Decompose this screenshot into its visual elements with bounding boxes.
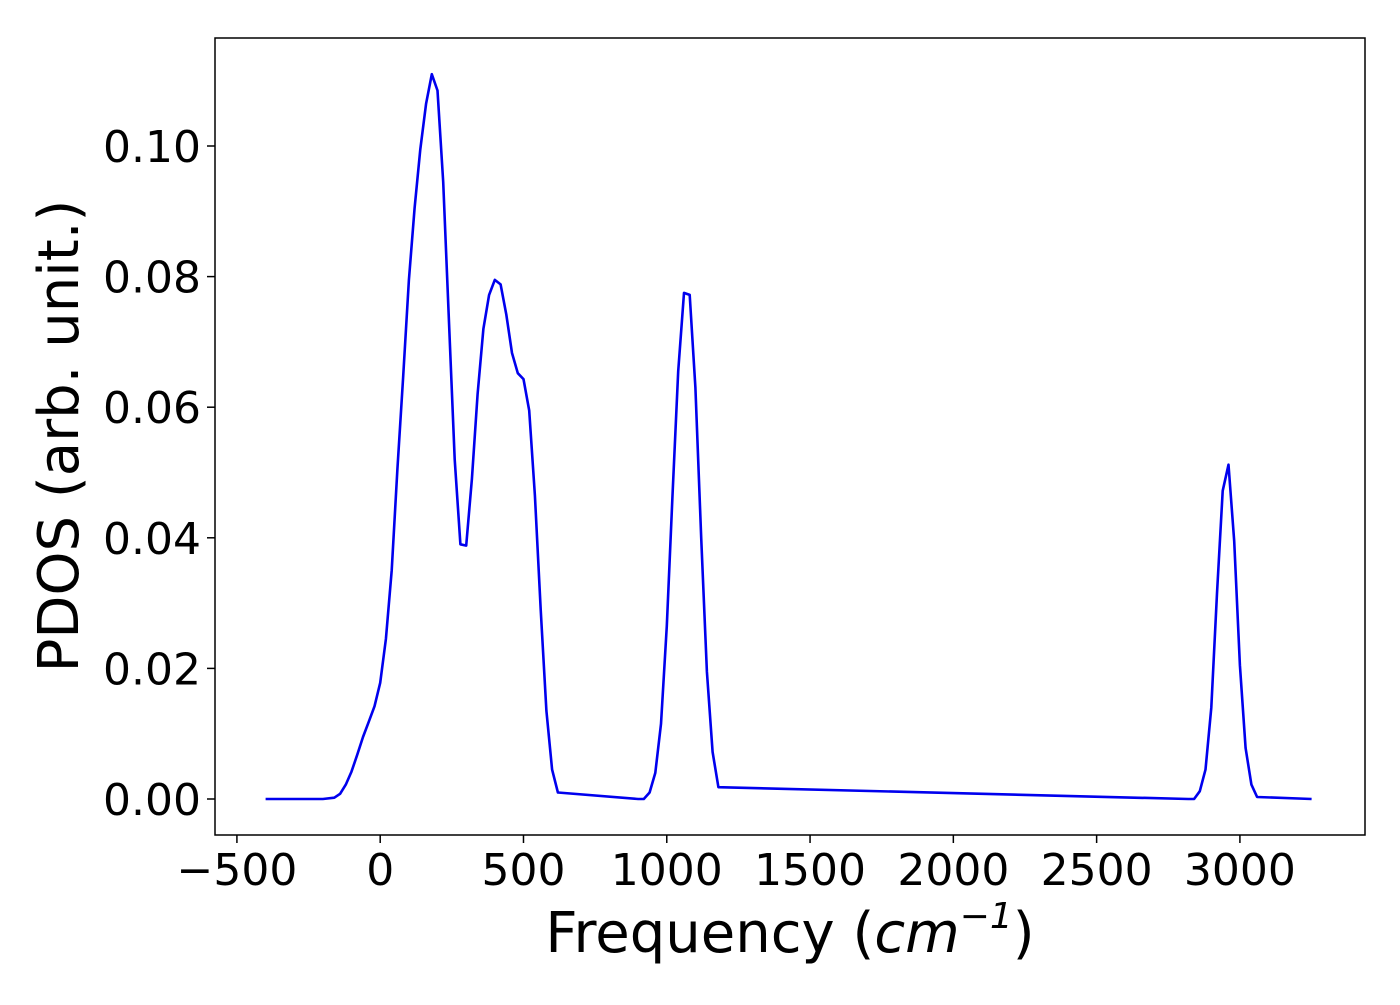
x-tick-label: 2000 [897, 845, 1009, 896]
ticks-layer: −500 0 500 1000 1500 2000 2500 3000 0.00 0.02 0.04… [103, 122, 1296, 896]
x-tick-label: 2500 [1041, 845, 1153, 896]
series-layer [265, 72, 1312, 801]
x-axis-label: Frequency (cm−1) [545, 896, 1034, 966]
y-tick-label: 0.08 [103, 253, 201, 304]
x-tick-label: 3000 [1184, 845, 1296, 896]
x-tick-label: 1500 [754, 845, 866, 896]
pdos-series-line [265, 72, 1312, 801]
y-tick-label: 0.00 [103, 775, 201, 826]
x-axis-label-superscript: −1 [960, 896, 1013, 937]
plot-frame [214, 37, 1366, 836]
x-tick-label: 1000 [611, 845, 723, 896]
x-axis-label-math: cm [874, 901, 959, 966]
x-axis-label-text: Frequency ( [545, 901, 874, 966]
x-tick-label: 0 [366, 845, 394, 896]
x-tick-label: 500 [481, 845, 565, 896]
y-tick-label: 0.10 [103, 122, 201, 173]
x-tick-label: −500 [176, 845, 297, 896]
y-tick-label: 0.06 [103, 383, 201, 434]
y-tick-label: 0.02 [103, 644, 201, 695]
y-tick-label: 0.04 [103, 514, 201, 565]
y-axis-label: PDOS (arb. unit.) [27, 200, 92, 673]
x-axis-label-close: ) [1013, 901, 1035, 966]
